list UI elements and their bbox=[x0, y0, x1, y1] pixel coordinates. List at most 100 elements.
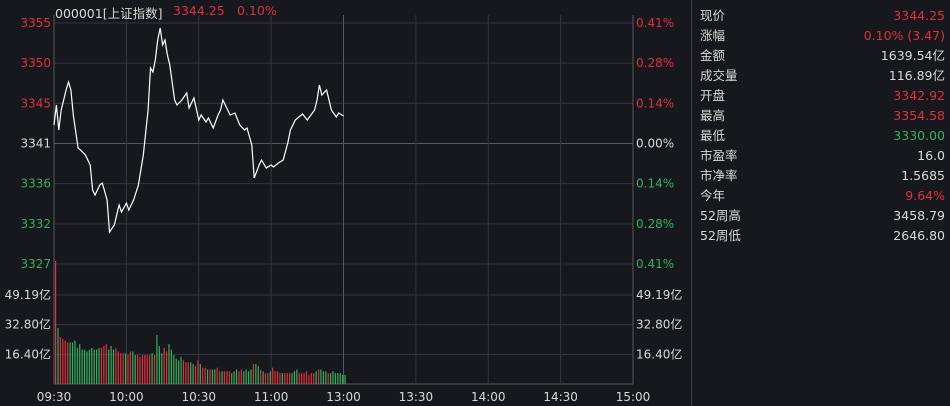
volume-bar bbox=[281, 373, 283, 384]
volume-bar bbox=[151, 353, 153, 384]
quote-label: 52周高 bbox=[700, 208, 741, 223]
price-tick-label: 3332 bbox=[20, 217, 51, 231]
pct-tick-label: 0.28% bbox=[636, 217, 674, 231]
volume-bar bbox=[204, 367, 206, 384]
volume-bar bbox=[315, 371, 317, 384]
volume-bar bbox=[175, 358, 177, 384]
volume-bar bbox=[57, 327, 59, 384]
volume-bar bbox=[108, 349, 110, 384]
volume-bar bbox=[161, 353, 163, 384]
volume-bar bbox=[180, 356, 182, 384]
volume-bar bbox=[344, 374, 346, 384]
volume-bar bbox=[187, 362, 189, 384]
volume-bar bbox=[144, 355, 146, 384]
volume-bar bbox=[165, 351, 168, 384]
volume-tick-label: 16.40亿 bbox=[5, 346, 51, 361]
volume-bar bbox=[310, 373, 312, 384]
volume-bar bbox=[269, 371, 271, 384]
volume-bar bbox=[127, 355, 129, 384]
volume-bar bbox=[199, 364, 201, 384]
quote-value: 3458.79 bbox=[893, 208, 945, 223]
price-tick-label: 3341 bbox=[20, 137, 51, 151]
quote-value: 16.0 bbox=[917, 148, 945, 163]
quote-label: 市盈率 bbox=[700, 148, 738, 163]
quote-row: 市盈率 16.0 bbox=[700, 146, 945, 166]
time-tick-label: 15:00 bbox=[616, 390, 651, 404]
volume-bar bbox=[219, 371, 221, 384]
volume-bar bbox=[170, 349, 172, 384]
volume-bar bbox=[296, 369, 298, 384]
volume-bar bbox=[96, 349, 98, 384]
volume-bar bbox=[276, 371, 279, 384]
volume-bar bbox=[267, 373, 269, 384]
volume-bar bbox=[71, 342, 74, 384]
volume-bar bbox=[301, 373, 303, 384]
volume-bar bbox=[257, 365, 259, 384]
pct-tick-label: 0.41% bbox=[636, 16, 674, 30]
header-change-pct: 0.10% bbox=[237, 3, 277, 18]
volume-bar bbox=[214, 369, 216, 384]
volume-tick-label: 32.80亿 bbox=[5, 317, 51, 332]
price-tick-label: 3336 bbox=[20, 177, 51, 191]
price-tick-label: 3345 bbox=[20, 96, 51, 110]
pct-tick-label: 0.28% bbox=[636, 56, 674, 70]
quote-label: 涨幅 bbox=[700, 28, 726, 43]
volume-bar bbox=[245, 369, 247, 384]
volume-bar bbox=[76, 347, 78, 384]
volume-bar bbox=[286, 373, 288, 384]
volume-bar bbox=[206, 369, 209, 384]
volume-bar bbox=[250, 369, 252, 384]
volume-bar bbox=[337, 373, 339, 384]
volume-bar bbox=[149, 355, 151, 384]
volume-bar bbox=[120, 353, 122, 384]
volume-bar bbox=[79, 344, 81, 384]
quote-row: 现价 3344.25 bbox=[700, 6, 945, 26]
quote-row: 今年 9.64% bbox=[700, 186, 945, 206]
volume-bar bbox=[117, 351, 119, 384]
volume-bar bbox=[233, 371, 235, 384]
volume-bar bbox=[289, 373, 291, 384]
volume-bar bbox=[192, 364, 194, 384]
intraday-chart[interactable]: 3355 0.41% 3350 0.28% 3345 0.14% 3341 0.00% 3336… bbox=[0, 0, 690, 406]
volume-bar bbox=[115, 347, 117, 384]
quote-label: 今年 bbox=[700, 188, 726, 203]
volume-bar bbox=[91, 347, 93, 384]
volume-bar bbox=[221, 371, 223, 384]
volume-bar bbox=[240, 369, 242, 384]
volume-bar bbox=[252, 364, 255, 384]
volume-bar bbox=[235, 369, 238, 384]
volume-bar bbox=[342, 374, 344, 384]
price-line bbox=[53, 27, 344, 234]
quote-value: 116.89亿 bbox=[888, 68, 945, 83]
volume-bar bbox=[298, 373, 300, 384]
volume-bar bbox=[190, 362, 192, 384]
pct-tick-label: 0.41% bbox=[636, 257, 674, 271]
volume-bar bbox=[332, 371, 334, 384]
volume-tick-label: 16.40亿 bbox=[636, 346, 682, 361]
price-tick-label: 3327 bbox=[20, 257, 51, 271]
volume-tick-label: 32.80亿 bbox=[636, 317, 682, 332]
quote-panel: 现价 3344.25 涨幅 0.10% (3.47) 金额 1639.54亿 成交量 116.… bbox=[691, 0, 950, 406]
quote-row: 成交量 116.89亿 bbox=[700, 66, 945, 86]
volume-bar bbox=[264, 373, 267, 384]
volume-bar bbox=[59, 336, 62, 384]
quote-row: 市净率 1.5685 bbox=[700, 166, 945, 186]
pct-tick-label: 0.14% bbox=[636, 96, 674, 110]
quote-value: 2646.80 bbox=[893, 228, 945, 243]
volume-bar bbox=[274, 371, 276, 384]
volume-tick-label: 49.19亿 bbox=[636, 287, 682, 302]
volume-bar bbox=[173, 355, 175, 384]
volume-bar bbox=[98, 347, 100, 384]
volume-bar bbox=[185, 362, 187, 384]
quote-value: 3344.25 bbox=[893, 8, 945, 23]
time-tick-label: 13:30 bbox=[399, 390, 434, 404]
quote-value: 0.10% (3.47) bbox=[863, 28, 945, 43]
volume-bar bbox=[313, 373, 315, 384]
volume-bar bbox=[194, 365, 197, 384]
volume-bar bbox=[112, 349, 115, 384]
quote-row: 涨幅 0.10% (3.47) bbox=[700, 26, 945, 46]
volume-bar bbox=[146, 355, 148, 384]
time-tick-label: 09:30 bbox=[37, 390, 72, 404]
volume-bar bbox=[55, 260, 57, 384]
quote-value: 1.5685 bbox=[901, 168, 945, 183]
